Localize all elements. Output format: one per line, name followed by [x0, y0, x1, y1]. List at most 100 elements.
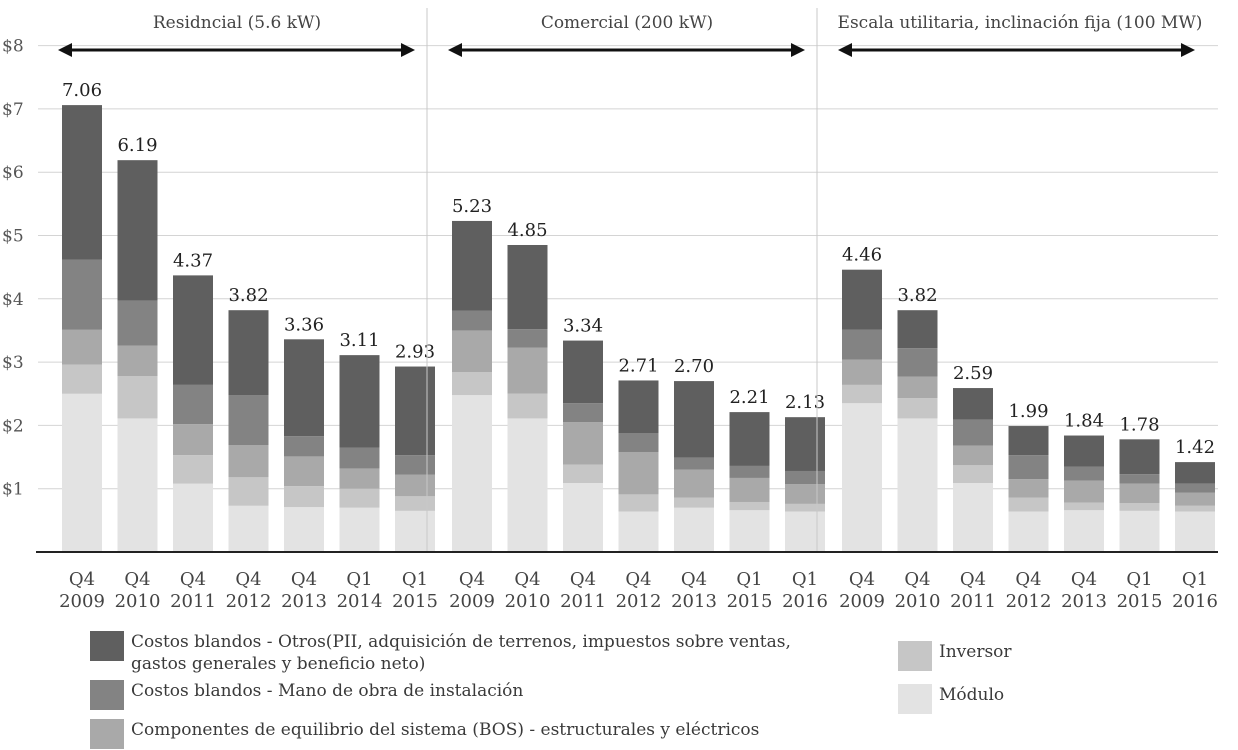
bar-segment-labor [395, 455, 435, 475]
bar-total-label: 2.21 [729, 387, 769, 408]
bar-segment-bos [339, 468, 380, 489]
bar-segment-module [1064, 510, 1104, 552]
x-tick-year: 2012 [1006, 591, 1052, 612]
bar-total-label: 2.59 [953, 363, 993, 384]
y-tick-label: $3 [2, 353, 24, 373]
x-tick-quarter: Q1 [402, 569, 428, 590]
bar-segment-bos [953, 445, 993, 466]
bar-segment-bos [228, 445, 269, 478]
bar-total-label: 3.82 [228, 285, 268, 306]
x-tick-year: 2009 [449, 591, 495, 612]
bar-segment-bos [507, 347, 548, 394]
y-tick-label: $8 [2, 37, 24, 57]
bar-segment-module [1175, 511, 1215, 552]
x-tick-quarter: Q4 [904, 569, 930, 590]
bar-segment-inverter [228, 477, 269, 506]
x-tick-year: 2012 [226, 591, 272, 612]
bar-segment-labor [452, 310, 492, 331]
bar-total-label: 2.93 [395, 342, 435, 363]
x-tick-year: 2010 [895, 591, 941, 612]
bar-segment-bos [62, 329, 102, 365]
legend-label-installation-labor: Costos blandos - Mano de obra de instala… [131, 681, 524, 701]
bar-segment-soft-other [729, 412, 770, 466]
bar-total-label: 1.42 [1175, 437, 1215, 458]
x-tick-year: 2013 [281, 591, 327, 612]
bar-segment-module [284, 507, 324, 552]
bar-segment-module [395, 510, 435, 552]
y-tick-label: $4 [2, 290, 24, 310]
x-tick-year: 2015 [1117, 591, 1163, 612]
bar-segment-labor [1175, 483, 1215, 493]
bar-segment-module [953, 483, 993, 552]
bar-segment-soft-other [785, 417, 825, 471]
bar-segment-labor [1119, 474, 1160, 484]
x-tick-quarter: Q4 [681, 569, 707, 590]
bar-segment-soft-other [395, 366, 435, 456]
bar-segment-labor [339, 447, 380, 469]
arrow-head-left [448, 43, 462, 57]
bar-segment-module [618, 511, 659, 552]
x-tick-quarter: Q4 [235, 569, 261, 590]
bar-segment-soft-other [228, 310, 269, 396]
bar-total-label: 5.23 [452, 196, 492, 217]
bar-segment-bos [729, 477, 770, 502]
bar-segment-labor [1064, 466, 1104, 481]
bar-segment-soft-other [897, 310, 938, 349]
x-tick-quarter: Q1 [736, 569, 762, 590]
x-tick-quarter: Q4 [960, 569, 986, 590]
x-tick-year: 2011 [170, 591, 216, 612]
x-tick-quarter: Q1 [1126, 569, 1152, 590]
bar-segment-inverter [117, 376, 158, 419]
legend-item-module: Módulo [898, 684, 1198, 714]
x-tick-quarter: Q4 [291, 569, 317, 590]
bar-segment-module [228, 505, 269, 552]
arrow-head-right [791, 43, 805, 57]
bar-segment-inverter [284, 486, 324, 508]
bar-segment-inverter [1064, 502, 1104, 511]
bar-segment-bos [618, 451, 659, 495]
bar-segment-labor [173, 384, 213, 425]
bar-segment-bos [563, 422, 603, 465]
bar-segment-inverter [618, 494, 659, 512]
bar-segment-soft-other [618, 380, 659, 433]
bar-segment-bos [117, 345, 158, 377]
bar-segment-module [173, 483, 213, 552]
legend-swatch-inverter [898, 641, 932, 671]
bar-total-label: 3.11 [339, 330, 379, 351]
legend-item-inverter: Inversor [898, 641, 1198, 671]
x-tick-year: 2009 [839, 591, 885, 612]
arrow-head-right [401, 43, 415, 57]
bar-segment-bos [897, 376, 938, 399]
bar-segment-inverter [785, 503, 825, 512]
x-tick-quarter: Q4 [570, 569, 596, 590]
group-header: Residncial (5.6 kW) [153, 13, 321, 33]
x-tick-quarter: Q4 [180, 569, 206, 590]
bar-segment-labor [785, 470, 825, 485]
y-tick-label: $5 [2, 227, 24, 247]
bar-segment-module [117, 418, 158, 552]
bar-segment-inverter [729, 501, 770, 511]
bar-total-label: 3.36 [284, 314, 324, 335]
x-tick-year: 2016 [782, 591, 828, 612]
legend-swatch-installation-labor [90, 680, 124, 710]
bar-total-label: 4.37 [173, 250, 213, 271]
y-tick-label: $6 [2, 163, 24, 183]
bar-segment-soft-other [117, 160, 158, 301]
x-tick-year: 2009 [59, 591, 105, 612]
x-tick-year: 2011 [560, 591, 606, 612]
legend-item-soft-costs-other: Costos blandos - Otros(PII, adquisición … [90, 631, 820, 675]
arrow-head-right [1181, 43, 1195, 57]
y-tick-label: $7 [2, 100, 24, 120]
bar-segment-labor [729, 465, 770, 478]
legend-label-module: Módulo [939, 685, 1005, 705]
y-tick-label: $1 [2, 480, 24, 500]
bar-segment-inverter [674, 497, 714, 508]
bar-segment-module [1119, 510, 1160, 552]
bar-segment-labor [507, 329, 548, 348]
x-tick-quarter: Q4 [1015, 569, 1041, 590]
bar-segment-soft-other [1119, 439, 1160, 475]
bar-segment-labor [228, 395, 269, 446]
bar-segment-module [729, 510, 770, 552]
bar-segment-module [785, 511, 825, 552]
bar-segment-bos [1119, 483, 1160, 504]
